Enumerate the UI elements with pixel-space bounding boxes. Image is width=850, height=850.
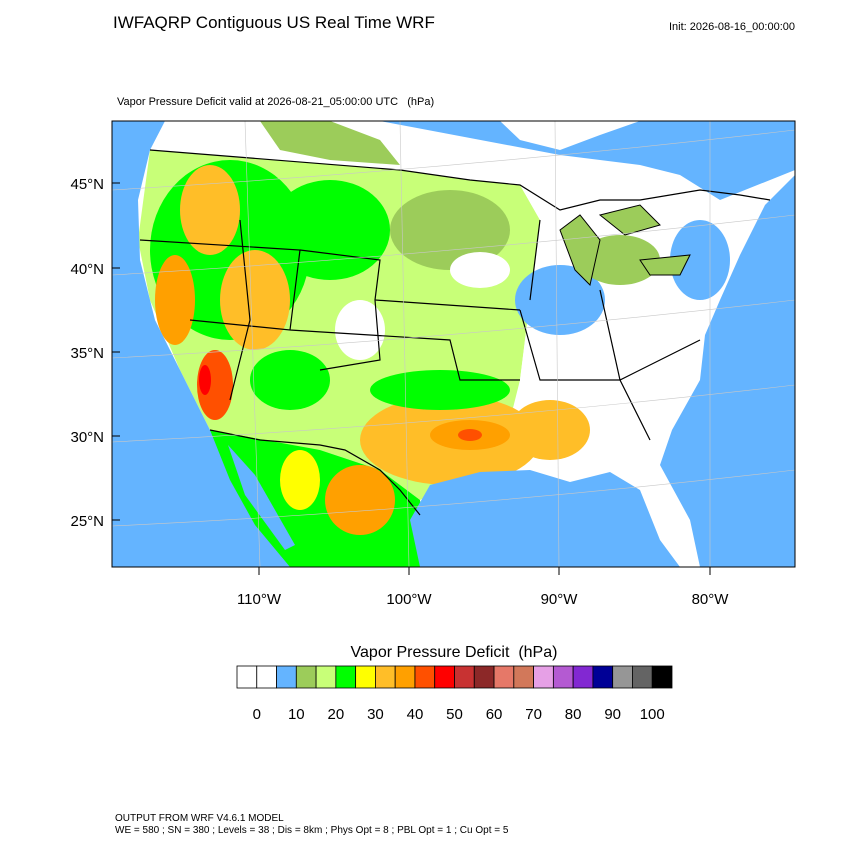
meridians xyxy=(244,121,711,567)
colorbar-label: 70 xyxy=(525,706,542,723)
colorbar-box xyxy=(612,665,633,689)
lat-label: 40°N xyxy=(70,261,104,278)
us-canada-border xyxy=(149,149,771,211)
subtitle: Vapor Pressure Deficit valid at 2026-08-… xyxy=(117,96,434,108)
canada-dry xyxy=(260,121,400,165)
lat-label: 30°N xyxy=(70,429,104,446)
colorbar-label: 40 xyxy=(407,706,424,723)
gulf-of-california xyxy=(228,445,295,550)
map xyxy=(112,121,795,567)
gulf-of-mexico xyxy=(410,470,680,567)
map-axes: 45°N 40°N 35°N 30°N 25°N 110°W 100°W 90°W 80°W xyxy=(70,176,729,608)
borders xyxy=(139,149,771,516)
colorbar-title: Vapor Pressure Deficit (hPa) xyxy=(351,644,558,661)
lon-label: 80°W xyxy=(692,591,730,608)
colorbar-box xyxy=(632,665,653,689)
vpd-patch xyxy=(270,180,390,280)
colorbar-label: 100 xyxy=(640,706,665,723)
colorbar-box xyxy=(513,665,534,689)
colorbar-box xyxy=(414,665,436,689)
vpd-patch xyxy=(250,350,330,410)
vpd-patch xyxy=(670,220,730,300)
vpd-patch xyxy=(450,252,510,288)
colorbar-box xyxy=(355,665,376,689)
vpd-patch xyxy=(280,450,320,510)
vpd-patch xyxy=(199,365,211,395)
vpd-patch xyxy=(220,250,290,350)
lat-label: 25°N xyxy=(70,513,104,530)
vpd-patch xyxy=(180,165,240,255)
atlantic xyxy=(660,175,795,567)
colorbar-label: 30 xyxy=(367,706,384,723)
pacific xyxy=(112,121,290,567)
colorbar-box xyxy=(315,665,337,689)
colorbar-box xyxy=(335,665,357,689)
vpd-patch xyxy=(458,429,482,441)
colorbar-label: 90 xyxy=(604,706,621,723)
colorbar-box xyxy=(394,665,416,689)
lon-label: 110°W xyxy=(237,591,282,608)
colorbar-box xyxy=(256,665,277,689)
state-borders xyxy=(139,219,701,441)
colorbar-label: 60 xyxy=(486,706,503,723)
footer-line: WE = 580 ; SN = 380 ; Levels = 38 ; Dis … xyxy=(115,825,509,836)
vpd-patch xyxy=(510,400,590,460)
colorbar-box xyxy=(295,665,317,689)
colorbar-box xyxy=(236,665,258,689)
colorbar-box xyxy=(473,665,495,689)
vpd-patch xyxy=(370,370,510,410)
great-lakes xyxy=(559,204,691,286)
colorbar-label: 10 xyxy=(288,706,305,723)
vpd-patch xyxy=(580,235,660,285)
colorbar-box xyxy=(592,665,614,689)
lon-label: 90°W xyxy=(541,591,579,608)
us-mexico-border xyxy=(209,429,421,516)
vpd-patch xyxy=(390,190,510,270)
vpd-patch xyxy=(155,255,195,345)
colorbar: 0 10 20 30 40 50 60 70 80 90 100 xyxy=(236,665,673,723)
footer-line: OUTPUT FROM WRF V4.6.1 MODEL xyxy=(115,813,284,824)
colorbar-box xyxy=(552,665,574,689)
colorbar-box xyxy=(454,665,475,689)
graticule xyxy=(112,121,795,567)
map-frame xyxy=(111,120,796,568)
title: IWFAQRP Contiguous US Real Time WRF xyxy=(113,13,435,32)
colorbar-box xyxy=(651,665,673,689)
colorbar-box xyxy=(572,665,594,689)
lat-label: 45°N xyxy=(70,176,104,193)
canada-moist xyxy=(380,121,795,200)
colorbar-label: 0 xyxy=(253,706,261,723)
colorbar-box xyxy=(375,665,396,689)
colorbar-box xyxy=(493,665,515,689)
lat-label: 35°N xyxy=(70,345,104,362)
colorbar-box xyxy=(533,665,554,689)
colorbar-label: 20 xyxy=(328,706,345,723)
vpd-patch xyxy=(335,300,385,360)
colorbar-label: 80 xyxy=(565,706,582,723)
colorbar-box xyxy=(434,665,455,689)
vpd-patch xyxy=(515,265,605,335)
parallels xyxy=(112,129,795,527)
vpd-patch xyxy=(325,465,395,535)
init-time: Init: 2026-08-16_00:00:00 xyxy=(669,21,795,33)
colorbar-box xyxy=(276,665,297,689)
colorbar-label: 50 xyxy=(446,706,463,723)
lon-label: 100°W xyxy=(386,591,432,608)
